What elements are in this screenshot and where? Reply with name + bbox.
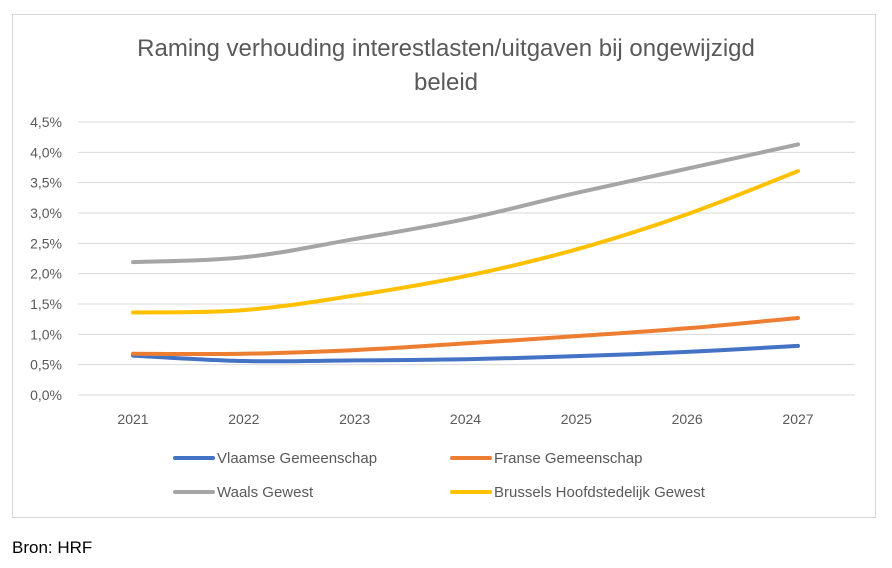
y-tick-label: 4,5% (30, 114, 62, 130)
series-line-0 (131, 343, 800, 364)
x-tick-label: 2023 (339, 411, 370, 427)
y-tick-label: 2,5% (30, 235, 62, 251)
x-tick-label: 2021 (117, 411, 148, 427)
x-axis-tick-labels: 2021 2022 2023 2024 2025 2026 2027 (117, 411, 813, 427)
chart-title-line-1: Raming verhouding interestlasten/uitgave… (137, 35, 755, 62)
x-tick-label: 2025 (561, 411, 592, 427)
legend-label: Franse Gemeenschap (494, 450, 642, 467)
y-tick-label: 0,5% (30, 357, 62, 373)
chart-title-line-2: beleid (414, 69, 478, 96)
y-tick-label: 0,0% (30, 387, 62, 403)
y-tick-label: 3,5% (30, 175, 62, 191)
legend-label: Brussels Hoofdstedelijk Gewest (494, 484, 706, 501)
series-line-3 (131, 169, 800, 315)
x-tick-label: 2026 (672, 411, 703, 427)
y-tick-label: 3,0% (30, 205, 62, 221)
gridlines (78, 121, 855, 396)
y-tick-label: 1,5% (30, 296, 62, 312)
x-tick-label: 2024 (450, 411, 481, 427)
x-tick-label: 2027 (782, 411, 813, 427)
series-line-1 (131, 315, 800, 357)
chart-frame (12, 14, 876, 518)
y-tick-label: 2,0% (30, 266, 62, 282)
series-line-2 (131, 142, 800, 265)
legend-label: Waals Gewest (217, 484, 314, 501)
y-axis-tick-labels: 0,0% 0,5% 1,0% 1,5% 2,0% 2,5% 3,0% 3,5% 4,0% 4,5% (30, 114, 62, 403)
x-tick-label: 2022 (228, 411, 259, 427)
y-tick-label: 4,0% (30, 144, 62, 160)
legend: Vlaamse Gemeenschap Franse Gemeenschap Waa… (173, 450, 706, 501)
y-tick-label: 1,0% (30, 326, 62, 342)
series-lines (131, 142, 800, 364)
legend-label: Vlaamse Gemeenschap (217, 450, 377, 467)
source-note: Bron: HRF (12, 538, 93, 557)
